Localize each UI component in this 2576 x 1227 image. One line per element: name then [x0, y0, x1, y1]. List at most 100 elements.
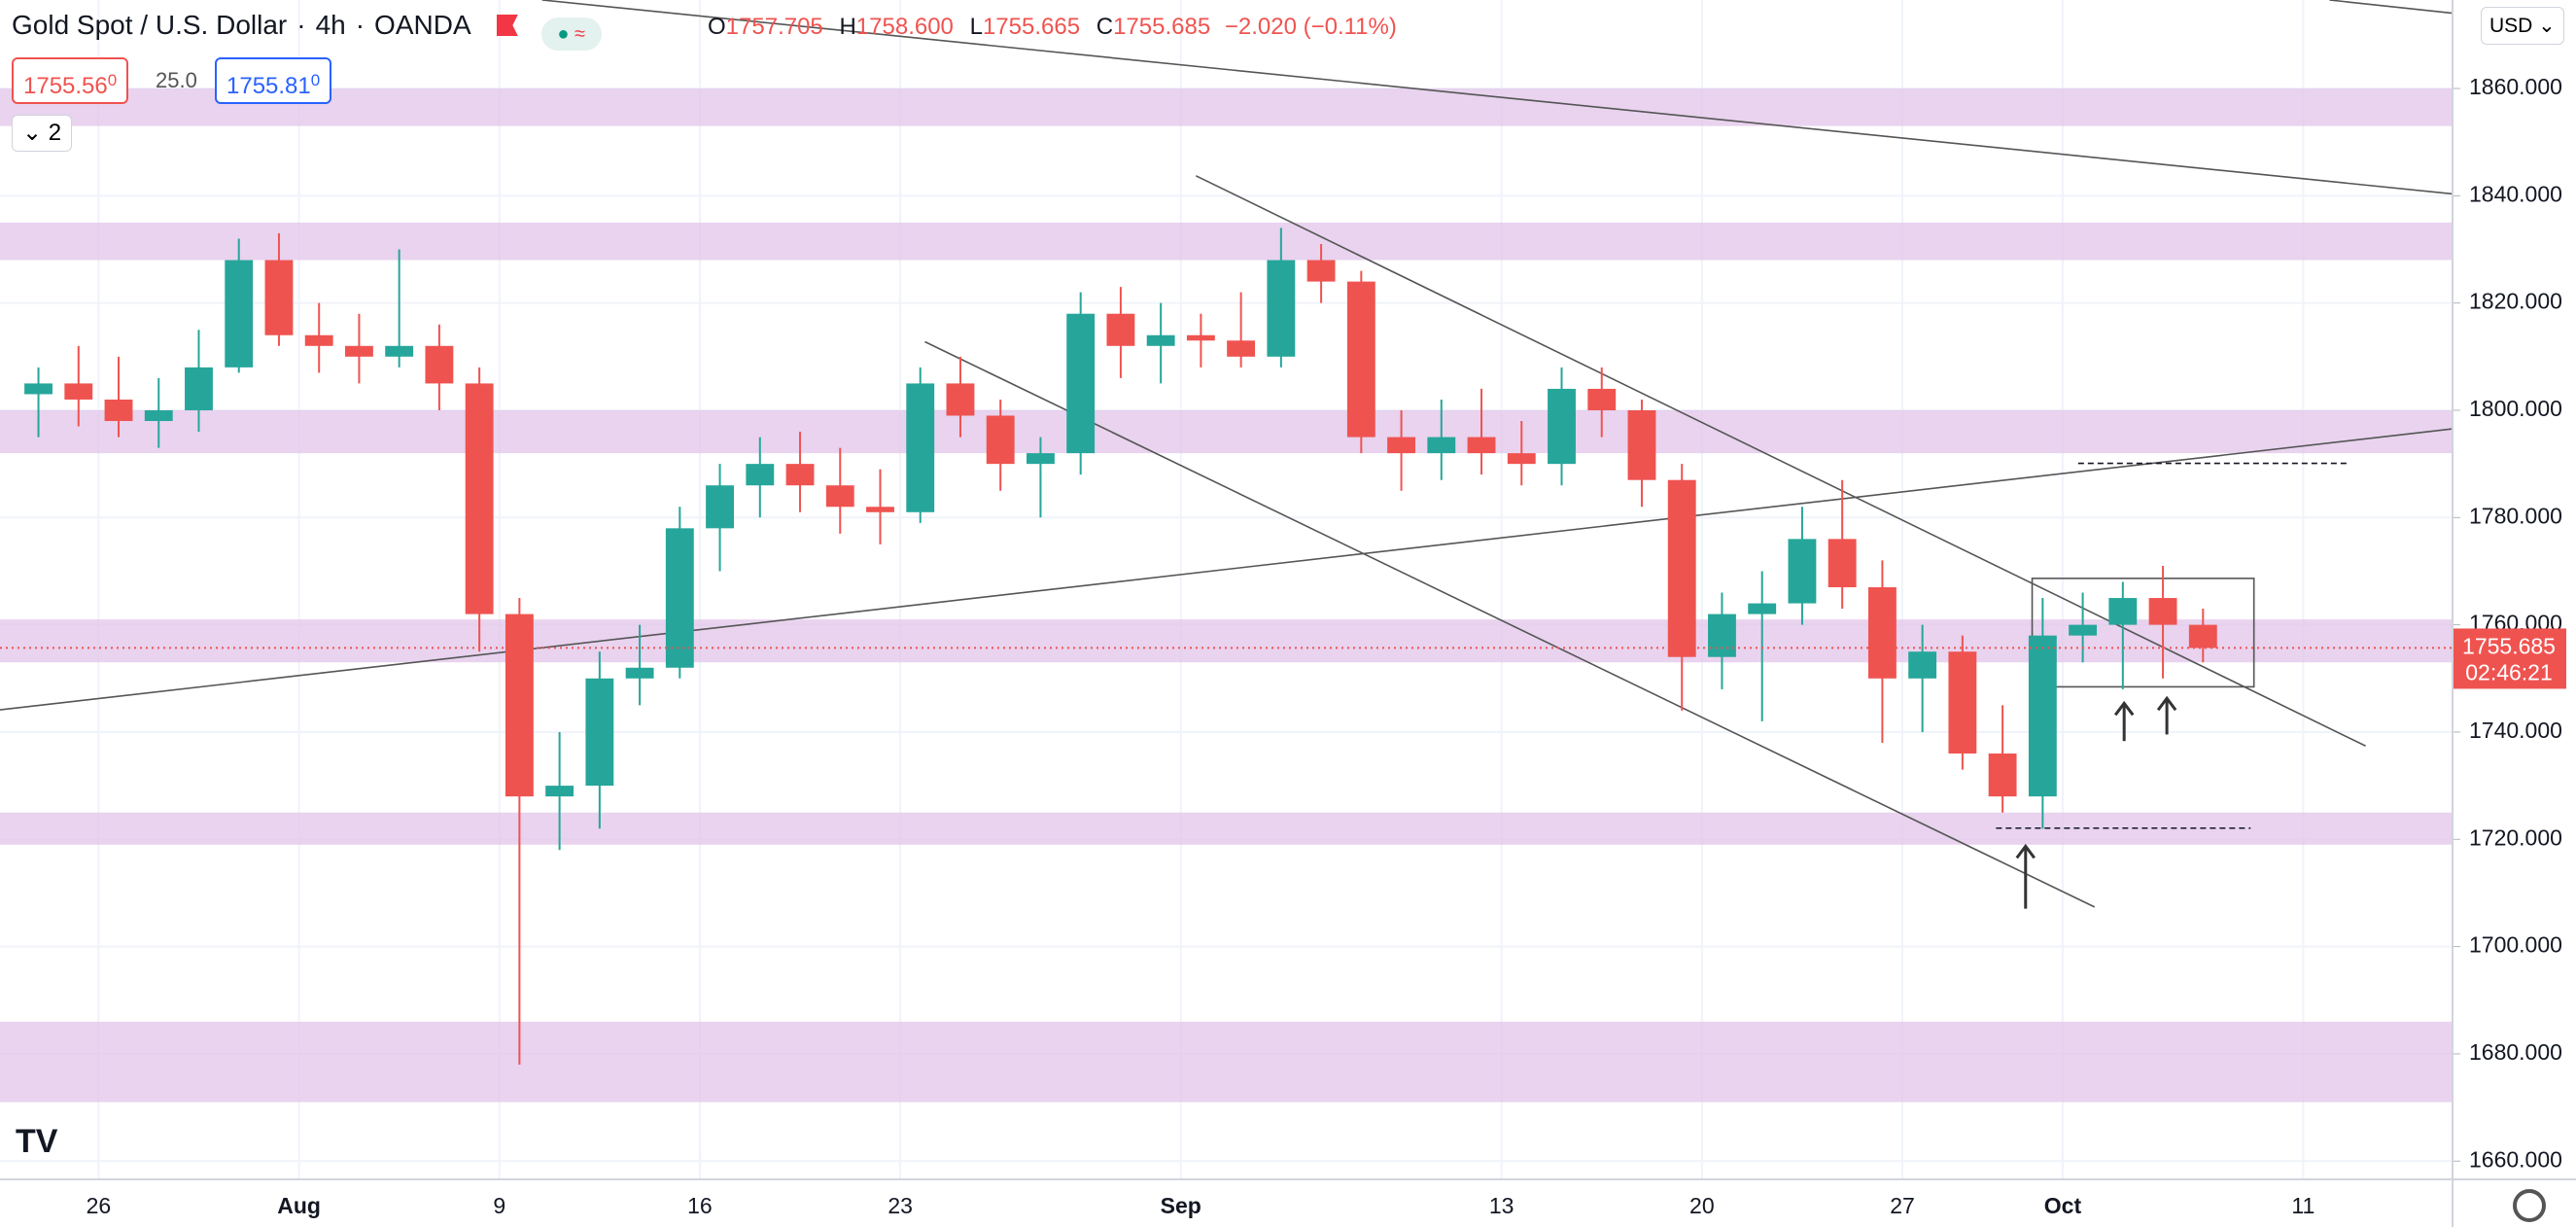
support-resistance-zone: [0, 222, 2453, 261]
candle-body: [1828, 539, 1857, 588]
candle-body: [2148, 598, 2177, 625]
x-tick-label: 20: [1689, 1193, 1715, 1218]
candle-body: [1106, 313, 1135, 346]
candle-body: [1427, 437, 1456, 454]
candle-body: [1748, 603, 1777, 614]
candle-body: [1306, 260, 1336, 282]
ohlc-key: L: [969, 14, 983, 40]
currency: USD: [2489, 15, 2533, 37]
last-price-box: [2453, 628, 2566, 689]
candle-body: [785, 464, 815, 486]
support-resistance-zone: [0, 812, 2453, 845]
y-tick-label: 1800.000: [2469, 396, 2562, 421]
sell-pip: 0: [107, 71, 118, 89]
candle-body: [2108, 598, 2138, 625]
support-resistance-zone: [0, 409, 2453, 454]
ohlc-key: C: [1096, 14, 1114, 40]
indicator-toggle[interactable]: ● ≈: [540, 18, 602, 51]
candle-body: [1948, 651, 1977, 754]
exchange: OANDA: [374, 10, 470, 40]
ohlc-value: 1757.705: [725, 14, 823, 40]
y-tick-label: 1840.000: [2469, 181, 2562, 206]
ohlc-value: 1758.600: [855, 14, 954, 40]
candle-body: [505, 614, 534, 797]
candle-body: [2188, 624, 2217, 649]
candle-body: [345, 345, 373, 357]
y-tick-label: 1740.000: [2469, 718, 2562, 743]
candle-body: [906, 383, 935, 512]
candle-body: [706, 485, 734, 529]
candle-body: [2069, 624, 2098, 636]
candle-body: [946, 383, 975, 416]
change: −2.020 (−0.11%): [1224, 14, 1397, 40]
trend-line: [0, 428, 2454, 711]
trend-line: [2329, 0, 2454, 15]
candle-body: [1507, 453, 1536, 465]
trend-line: [924, 340, 2096, 908]
candle-body: [64, 383, 93, 400]
candle-body: [1708, 614, 1736, 657]
buy-button[interactable]: 1755.810: [215, 57, 332, 104]
x-tick-label: Sep: [1161, 1193, 1201, 1218]
candle-body: [1667, 479, 1696, 657]
candle-body: [1908, 651, 1937, 679]
y-tick-label: 1700.000: [2469, 932, 2562, 958]
indicators-collapse[interactable]: ⌄ 2: [12, 115, 73, 152]
trend-line: [541, 0, 2454, 195]
sell-button[interactable]: 1755.560: [12, 57, 129, 104]
candle-body: [144, 409, 173, 422]
range-box: [2031, 578, 2255, 688]
symbol-header: Gold Spot / U.S. Dollar · 4h · OANDA ● ≈: [12, 10, 602, 51]
candle-body: [264, 260, 294, 335]
candle-body: [465, 383, 494, 614]
candle-body: [1988, 754, 2017, 797]
x-tick-label: 26: [87, 1193, 112, 1218]
candle-body: [1346, 281, 1375, 438]
ohlc-values: O1757.705 H1758.600 L1755.665 C1755.685 …: [698, 14, 1397, 41]
buy-price: 1755.81: [226, 73, 311, 99]
indicator-count: 2: [48, 120, 62, 146]
x-tick-label: Aug: [277, 1193, 321, 1218]
ohlc-key: H: [839, 14, 856, 40]
candle-body: [1387, 437, 1416, 454]
candle-body: [1627, 409, 1656, 480]
spread: 25.0: [156, 68, 197, 92]
candle-body: [225, 260, 254, 368]
flag-icon[interactable]: [496, 15, 518, 36]
y-tick-label: 1780.000: [2469, 503, 2562, 528]
x-tick-label: 16: [687, 1193, 713, 1218]
y-tick-label: 1720.000: [2469, 824, 2562, 850]
arrow-head: [2113, 700, 2135, 717]
candle-body: [1548, 388, 1576, 465]
settings-icon[interactable]: [2513, 1189, 2546, 1222]
arrow-head: [2015, 843, 2036, 859]
x-tick-label: Oct: [2044, 1193, 2082, 1218]
tv-logo[interactable]: TV: [16, 1123, 58, 1160]
ohlc-value: 1755.665: [982, 14, 1081, 40]
candle-body: [825, 485, 854, 508]
buy-pip: 0: [310, 71, 321, 89]
candle-body: [2028, 635, 2057, 797]
candle-body: [1788, 539, 1817, 604]
candle-body: [24, 383, 52, 395]
symbol: Gold Spot / U.S. Dollar: [12, 10, 288, 40]
candle-body: [1066, 313, 1096, 454]
candle-body: [866, 507, 894, 512]
candle-body: [1267, 260, 1296, 357]
y-tick-label: 1680.000: [2469, 1039, 2562, 1065]
separator: ·: [296, 10, 306, 40]
x-tick-label: 9: [493, 1193, 505, 1218]
candle-body: [1467, 437, 1496, 454]
candle-body: [545, 786, 574, 797]
interval[interactable]: 4h: [315, 10, 346, 40]
candle-body: [1227, 340, 1256, 357]
candle-body: [1867, 587, 1897, 679]
candle-body: [625, 667, 654, 679]
ohlc-value: 1755.685: [1113, 14, 1211, 40]
support-resistance-zone: [0, 1021, 2453, 1103]
sell-price: 1755.56: [23, 73, 108, 99]
currency-button[interactable]: USD ⌄: [2481, 7, 2564, 45]
countdown: 02:46:21: [2465, 660, 2553, 685]
